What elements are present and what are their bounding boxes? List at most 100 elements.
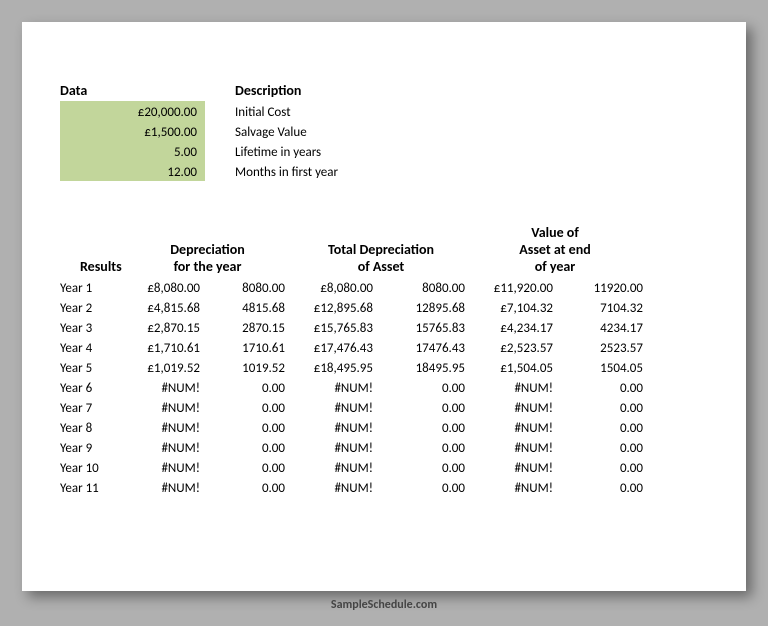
data-cell: 5.00 xyxy=(60,141,205,161)
year-label: Year 4 xyxy=(60,339,124,359)
year-label: Year 7 xyxy=(60,399,124,419)
dep-currency: #NUM! xyxy=(124,479,206,499)
dep-number: 0.00 xyxy=(206,479,291,499)
dep-number: 0.00 xyxy=(206,399,291,419)
results-section: Results Depreciationfor the year Total D… xyxy=(60,225,712,499)
tot-currency: £8,080.00 xyxy=(291,279,379,299)
header-asset-value: Value ofAsset at endof year xyxy=(471,225,649,275)
year-label: Year 2 xyxy=(60,299,124,319)
year-label: Year 1 xyxy=(60,279,124,299)
val-currency: #NUM! xyxy=(471,459,559,479)
val-number: 0.00 xyxy=(559,439,649,459)
description-block: Description Initial Cost Salvage Value L… xyxy=(235,80,455,181)
table-row: Year 6#NUM!0.00#NUM!0.00#NUM!0.00 xyxy=(60,379,712,399)
tot-number: 0.00 xyxy=(379,419,471,439)
val-currency: £4,234.17 xyxy=(471,319,559,339)
tot-number: 0.00 xyxy=(379,439,471,459)
val-currency: #NUM! xyxy=(471,479,559,499)
table-row: Year 1£8,080.008080.00£8,080.008080.00£1… xyxy=(60,279,712,299)
table-row: Year 10#NUM!0.00#NUM!0.00#NUM!0.00 xyxy=(60,459,712,479)
year-label: Year 9 xyxy=(60,439,124,459)
tot-number: 15765.83 xyxy=(379,319,471,339)
val-number: 0.00 xyxy=(559,459,649,479)
tot-number: 8080.00 xyxy=(379,279,471,299)
table-row: Year 2£4,815.684815.68£12,895.6812895.68… xyxy=(60,299,712,319)
header-total-depreciation: Total Depreciationof Asset xyxy=(291,242,471,276)
description-cell: Lifetime in years xyxy=(235,141,455,161)
val-currency: £7,104.32 xyxy=(471,299,559,319)
data-cell: £20,000.00 xyxy=(60,101,205,121)
val-currency: £11,920.00 xyxy=(471,279,559,299)
tot-number: 0.00 xyxy=(379,459,471,479)
table-row: Year 11#NUM!0.00#NUM!0.00#NUM!0.00 xyxy=(60,479,712,499)
tot-currency: #NUM! xyxy=(291,439,379,459)
dep-currency: #NUM! xyxy=(124,419,206,439)
tot-currency: #NUM! xyxy=(291,479,379,499)
val-currency: #NUM! xyxy=(471,439,559,459)
tot-currency: #NUM! xyxy=(291,419,379,439)
val-number: 0.00 xyxy=(559,479,649,499)
tot-number: 0.00 xyxy=(379,379,471,399)
table-row: Year 4£1,710.611710.61£17,476.4317476.43… xyxy=(60,339,712,359)
table-row: Year 3£2,870.152870.15£15,765.8315765.83… xyxy=(60,319,712,339)
val-number: 0.00 xyxy=(559,399,649,419)
dep-number: 1710.61 xyxy=(206,339,291,359)
spreadsheet-sheet: Data £20,000.00 £1,500.00 5.00 12.00 Des… xyxy=(22,22,746,591)
val-number: 0.00 xyxy=(559,379,649,399)
header-depreciation: Depreciationfor the year xyxy=(124,242,291,276)
dep-number: 1019.52 xyxy=(206,359,291,379)
tot-number: 0.00 xyxy=(379,399,471,419)
val-currency: #NUM! xyxy=(471,379,559,399)
tot-currency: £12,895.68 xyxy=(291,299,379,319)
year-label: Year 10 xyxy=(60,459,124,479)
table-row: Year 8#NUM!0.00#NUM!0.00#NUM!0.00 xyxy=(60,419,712,439)
dep-currency: #NUM! xyxy=(124,399,206,419)
val-number: 11920.00 xyxy=(559,279,649,299)
dep-currency: #NUM! xyxy=(124,379,206,399)
dep-currency: #NUM! xyxy=(124,459,206,479)
data-cell: 12.00 xyxy=(60,161,205,181)
table-row: Year 9#NUM!0.00#NUM!0.00#NUM!0.00 xyxy=(60,439,712,459)
dep-number: 4815.68 xyxy=(206,299,291,319)
val-number: 0.00 xyxy=(559,419,649,439)
dep-number: 0.00 xyxy=(206,459,291,479)
year-label: Year 6 xyxy=(60,379,124,399)
tot-number: 17476.43 xyxy=(379,339,471,359)
year-label: Year 3 xyxy=(60,319,124,339)
val-currency: #NUM! xyxy=(471,419,559,439)
year-label: Year 5 xyxy=(60,359,124,379)
val-number: 4234.17 xyxy=(559,319,649,339)
description-cell: Initial Cost xyxy=(235,101,455,121)
dep-currency: £1,710.61 xyxy=(124,339,206,359)
tot-currency: #NUM! xyxy=(291,459,379,479)
dep-currency: £4,815.68 xyxy=(124,299,206,319)
top-section: Data £20,000.00 £1,500.00 5.00 12.00 Des… xyxy=(60,80,712,181)
tot-currency: £17,476.43 xyxy=(291,339,379,359)
val-number: 7104.32 xyxy=(559,299,649,319)
dep-number: 2870.15 xyxy=(206,319,291,339)
description-cell: Months in first year xyxy=(235,161,455,181)
dep-currency: £2,870.15 xyxy=(124,319,206,339)
dep-number: 0.00 xyxy=(206,379,291,399)
data-cell: £1,500.00 xyxy=(60,121,205,141)
data-block: Data £20,000.00 £1,500.00 5.00 12.00 xyxy=(60,80,205,181)
dep-number: 0.00 xyxy=(206,419,291,439)
tot-currency: £15,765.83 xyxy=(291,319,379,339)
dep-currency: £8,080.00 xyxy=(124,279,206,299)
results-rows: Year 1£8,080.008080.00£8,080.008080.00£1… xyxy=(60,279,712,499)
table-row: Year 7#NUM!0.00#NUM!0.00#NUM!0.00 xyxy=(60,399,712,419)
val-currency: £1,504.05 xyxy=(471,359,559,379)
year-label: Year 8 xyxy=(60,419,124,439)
val-currency: #NUM! xyxy=(471,399,559,419)
dep-number: 0.00 xyxy=(206,439,291,459)
tot-number: 12895.68 xyxy=(379,299,471,319)
year-label: Year 11 xyxy=(60,479,124,499)
results-header: Results xyxy=(60,259,124,276)
tot-currency: #NUM! xyxy=(291,379,379,399)
description-cell: Salvage Value xyxy=(235,121,455,141)
tot-currency: £18,495.95 xyxy=(291,359,379,379)
data-header: Data xyxy=(60,80,205,101)
table-row: Year 5£1,019.521019.52£18,495.9518495.95… xyxy=(60,359,712,379)
val-currency: £2,523.57 xyxy=(471,339,559,359)
tot-number: 0.00 xyxy=(379,479,471,499)
